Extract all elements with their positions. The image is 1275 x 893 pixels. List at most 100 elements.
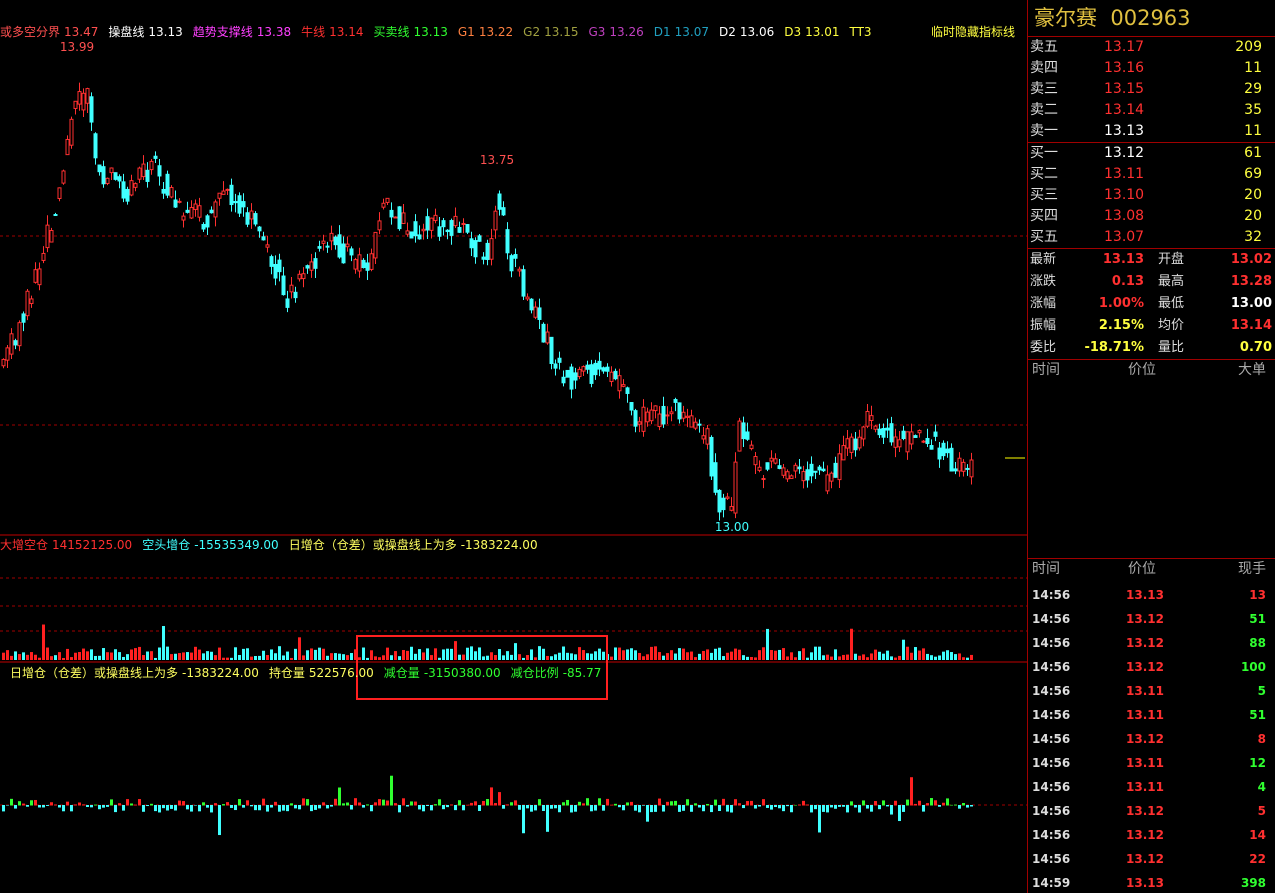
decor	[553, 363, 558, 369]
decor	[962, 657, 965, 660]
level-volume: 209	[1235, 39, 1262, 55]
decor	[846, 805, 849, 813]
decor	[366, 804, 369, 806]
decor	[465, 224, 470, 233]
decor	[157, 165, 162, 177]
decor	[922, 805, 925, 812]
decor	[213, 201, 218, 218]
decor	[165, 173, 170, 196]
row: 14:56 13.12 100	[1028, 655, 1275, 679]
big-order-header: 时间 价位 大单	[1028, 360, 1275, 384]
decor	[86, 651, 89, 660]
decor	[501, 207, 506, 216]
level-volume: 29	[1244, 81, 1262, 97]
decor	[133, 183, 138, 188]
hide-indicator[interactable]: 临时隐藏指标线	[930, 25, 1015, 39]
legend-label: D2	[719, 25, 736, 39]
decor	[1, 358, 6, 367]
decor	[505, 229, 510, 254]
decor	[50, 802, 53, 806]
decor	[90, 649, 93, 660]
trade-volume: 12	[1249, 756, 1266, 770]
decor	[658, 798, 661, 806]
decor	[701, 435, 706, 440]
decor	[609, 371, 614, 383]
decor	[354, 649, 357, 660]
stat-value: 13.14	[1230, 318, 1272, 333]
decor	[390, 775, 393, 806]
decor	[362, 805, 365, 808]
legend-value: 13.15	[544, 25, 579, 39]
decor	[849, 436, 854, 453]
decor	[433, 214, 438, 222]
decor	[718, 647, 721, 660]
decor	[590, 805, 593, 812]
decor	[65, 138, 70, 156]
decor	[809, 463, 814, 477]
decor	[522, 657, 525, 660]
trade-volume: 100	[1240, 660, 1266, 674]
decor	[790, 652, 793, 660]
decor	[353, 259, 358, 270]
decor	[314, 805, 317, 810]
decor	[506, 651, 509, 660]
decor	[397, 206, 402, 230]
trade-time: 14:56	[1032, 732, 1071, 746]
decor	[630, 801, 633, 806]
legend-value: 14152125.00	[52, 538, 133, 552]
decor	[918, 800, 921, 806]
decor	[561, 376, 566, 384]
decor	[565, 369, 570, 378]
decor	[254, 656, 257, 660]
decor	[778, 805, 781, 809]
stat-label: 涨幅	[1030, 296, 1057, 311]
trade-price: 13.12	[1126, 636, 1164, 650]
legend-value: -3150380.00	[423, 666, 501, 680]
decor	[185, 209, 190, 213]
decor	[346, 655, 349, 660]
decor	[386, 647, 389, 660]
decor	[970, 805, 973, 807]
decor	[466, 647, 469, 660]
decor	[113, 172, 118, 180]
decor	[625, 387, 630, 394]
legend-label: D1	[653, 25, 671, 39]
decor	[257, 226, 262, 232]
row: 14:59 13.13 398	[1028, 871, 1275, 893]
decor	[621, 384, 626, 387]
decor	[806, 804, 809, 806]
decor	[786, 656, 789, 660]
decor	[286, 805, 289, 812]
decor	[862, 654, 865, 660]
decor	[818, 805, 821, 833]
decor	[626, 802, 629, 806]
decor	[594, 651, 597, 660]
decor	[753, 456, 758, 466]
decor	[238, 655, 241, 660]
header-cell: 时间	[1032, 362, 1060, 378]
decor	[750, 800, 753, 806]
decor	[653, 405, 658, 412]
decor	[278, 646, 281, 660]
decor	[422, 805, 425, 812]
trade-time: 14:56	[1032, 708, 1071, 722]
decor	[462, 654, 465, 660]
decor	[813, 470, 818, 473]
decor	[402, 798, 405, 806]
level-label: 卖四	[1030, 60, 1058, 76]
decor	[922, 648, 925, 660]
stat-value: 13.02	[1230, 252, 1272, 267]
decor	[89, 96, 94, 123]
decor	[33, 269, 38, 283]
decor	[930, 655, 933, 660]
decor	[466, 804, 469, 806]
trade-price: 13.13	[1126, 876, 1164, 890]
decor	[581, 366, 586, 372]
decor	[90, 805, 93, 808]
decor	[614, 647, 617, 660]
decor	[662, 655, 665, 660]
decor	[585, 364, 590, 370]
decor	[665, 414, 670, 417]
decor	[53, 214, 58, 217]
decor	[569, 366, 574, 390]
